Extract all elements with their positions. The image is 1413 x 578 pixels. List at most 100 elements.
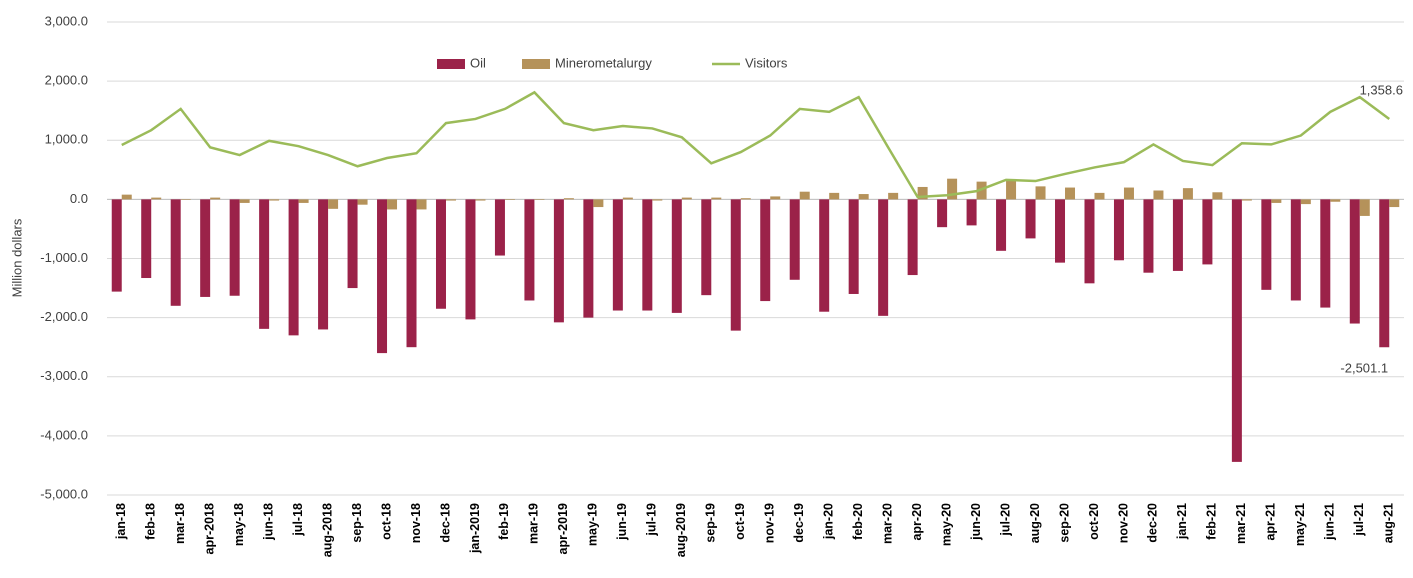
x-tick-label: mar-20 (880, 503, 894, 544)
bar (524, 199, 535, 301)
bar (200, 199, 211, 297)
x-tick-label: mar-21 (1234, 503, 1248, 544)
x-tick-label: jun-21 (1323, 503, 1337, 541)
x-tick-label: jul-19 (645, 503, 659, 537)
bar (328, 199, 339, 209)
bar (269, 199, 280, 201)
bar (652, 199, 663, 201)
bar (819, 199, 830, 312)
x-tick-label: aug-21 (1382, 503, 1396, 543)
x-tick-label: feb-18 (144, 503, 158, 540)
y-axis-label: Million dollars (9, 218, 24, 297)
x-tick-label: sep-18 (350, 503, 364, 543)
bar (1241, 199, 1252, 201)
bar (612, 199, 623, 311)
y-tick-label: 1,000.0 (45, 132, 88, 147)
bar (504, 199, 515, 200)
x-tick-label: oct-19 (733, 503, 747, 540)
x-tick-label: nov-19 (763, 503, 777, 543)
x-tick-label: may-20 (939, 503, 953, 546)
legend-label: Oil (470, 55, 486, 70)
bar (622, 197, 633, 200)
bar (996, 199, 1007, 251)
y-tick-label: -2,000.0 (40, 309, 88, 324)
x-tick-label: feb-20 (851, 503, 865, 540)
bar (1065, 187, 1076, 200)
bar (1055, 199, 1066, 263)
bar (711, 197, 722, 200)
x-tick-label: jun-20 (969, 503, 983, 541)
bar (357, 199, 368, 205)
bar (937, 199, 948, 228)
bar (1153, 190, 1164, 200)
x-tick-label: jun-18 (261, 503, 275, 541)
x-tick-label: jan-18 (114, 503, 128, 540)
bar (435, 199, 446, 309)
bar (593, 199, 604, 208)
bar (829, 192, 840, 200)
x-tick-label: jun-19 (615, 503, 629, 541)
x-tick-label: feb-19 (497, 503, 511, 540)
bar (642, 199, 653, 311)
y-tick-label: 0.0 (70, 191, 88, 206)
bar (416, 199, 427, 210)
bar (377, 199, 388, 354)
x-tick-label: jan-21 (1175, 503, 1189, 540)
legend-swatch (437, 59, 465, 69)
x-tick-label: jul-20 (998, 503, 1012, 537)
bar (583, 199, 594, 318)
bar (1261, 199, 1272, 290)
bar (553, 199, 564, 323)
legend-label: Minerometalurgy (555, 55, 652, 70)
bar (1379, 199, 1390, 348)
x-tick-label: dec-19 (792, 503, 806, 543)
x-tick-label: apr-2019 (556, 503, 570, 554)
bar (671, 199, 682, 313)
bar (1290, 199, 1301, 301)
y-tick-label: 2,000.0 (45, 73, 88, 88)
x-tick-label: apr-21 (1264, 503, 1278, 541)
bar (121, 194, 132, 200)
bar (465, 199, 476, 320)
x-tick-label: aug-20 (1028, 503, 1042, 543)
x-tick-label: dec-18 (438, 503, 452, 543)
bar (1025, 199, 1036, 239)
bar (878, 199, 889, 316)
x-tick-label: nov-18 (409, 503, 423, 543)
x-tick-label: jul-18 (291, 503, 305, 537)
bar (1349, 199, 1360, 324)
line (121, 90, 1391, 199)
x-tick-label: aug-2018 (320, 503, 334, 557)
bar (789, 199, 800, 280)
bar (151, 197, 162, 200)
data-label: 1,358.6 (1360, 82, 1403, 97)
bar (1143, 199, 1154, 273)
x-tick-label: sep-20 (1057, 503, 1071, 543)
bar (770, 196, 781, 200)
bar (947, 178, 958, 200)
bar (347, 199, 358, 289)
y-tick-label: -3,000.0 (40, 368, 88, 383)
bar (259, 199, 270, 329)
bar (740, 198, 751, 200)
legend-label: Visitors (745, 55, 788, 70)
bar (111, 199, 122, 292)
bar (180, 199, 191, 200)
bar (1359, 199, 1370, 216)
y-tick-label: -1,000.0 (40, 250, 88, 265)
bar (1123, 187, 1134, 200)
bar (1172, 199, 1183, 271)
bar (907, 199, 918, 276)
bar (406, 199, 417, 348)
x-tick-label: jan-2019 (468, 503, 482, 554)
bar (298, 199, 309, 203)
bar (141, 199, 152, 279)
bar (1035, 186, 1046, 200)
bar (229, 199, 240, 296)
y-tick-label: 3,000.0 (45, 13, 88, 28)
x-tick-label: feb-21 (1205, 503, 1219, 540)
x-tick-label: mar-18 (173, 503, 187, 544)
bar (1202, 199, 1213, 265)
bar (288, 199, 299, 336)
x-tick-label: dec-20 (1146, 503, 1160, 543)
